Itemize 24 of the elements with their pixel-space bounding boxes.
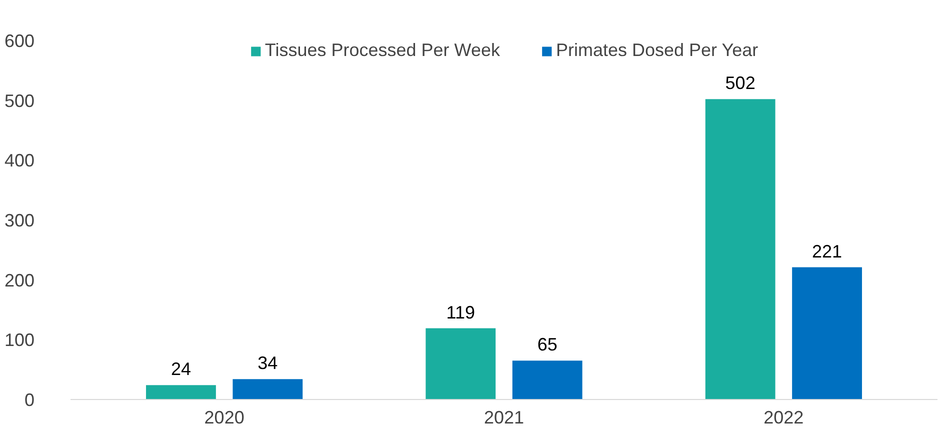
y-tick-label: 500 <box>4 90 35 111</box>
x-tick-label: 2020 <box>204 408 244 428</box>
bar <box>512 360 582 400</box>
y-tick-label: 100 <box>4 330 35 350</box>
y-tick-label: 600 <box>4 31 35 51</box>
data-label: 221 <box>812 241 842 262</box>
bar <box>146 385 216 400</box>
data-label: 24 <box>170 359 191 380</box>
x-tick-label: 2021 <box>484 408 524 428</box>
legend-label: Tissues Processed Per Week <box>264 40 500 61</box>
y-tick-label: 300 <box>4 210 35 230</box>
data-label: 119 <box>446 302 476 322</box>
bar <box>792 267 862 400</box>
data-label: 502 <box>725 73 756 94</box>
y-tick-label: 200 <box>4 270 35 290</box>
y-tick-label: 0 <box>24 390 35 410</box>
x-tick-label: 2022 <box>764 408 804 428</box>
bar <box>426 328 496 400</box>
legend-label: Primates Dosed Per Year <box>556 40 758 61</box>
data-label: 65 <box>537 334 558 355</box>
bar <box>705 99 776 400</box>
bar <box>232 379 303 400</box>
y-tick-label: 400 <box>4 150 35 171</box>
data-label: 34 <box>258 353 278 374</box>
